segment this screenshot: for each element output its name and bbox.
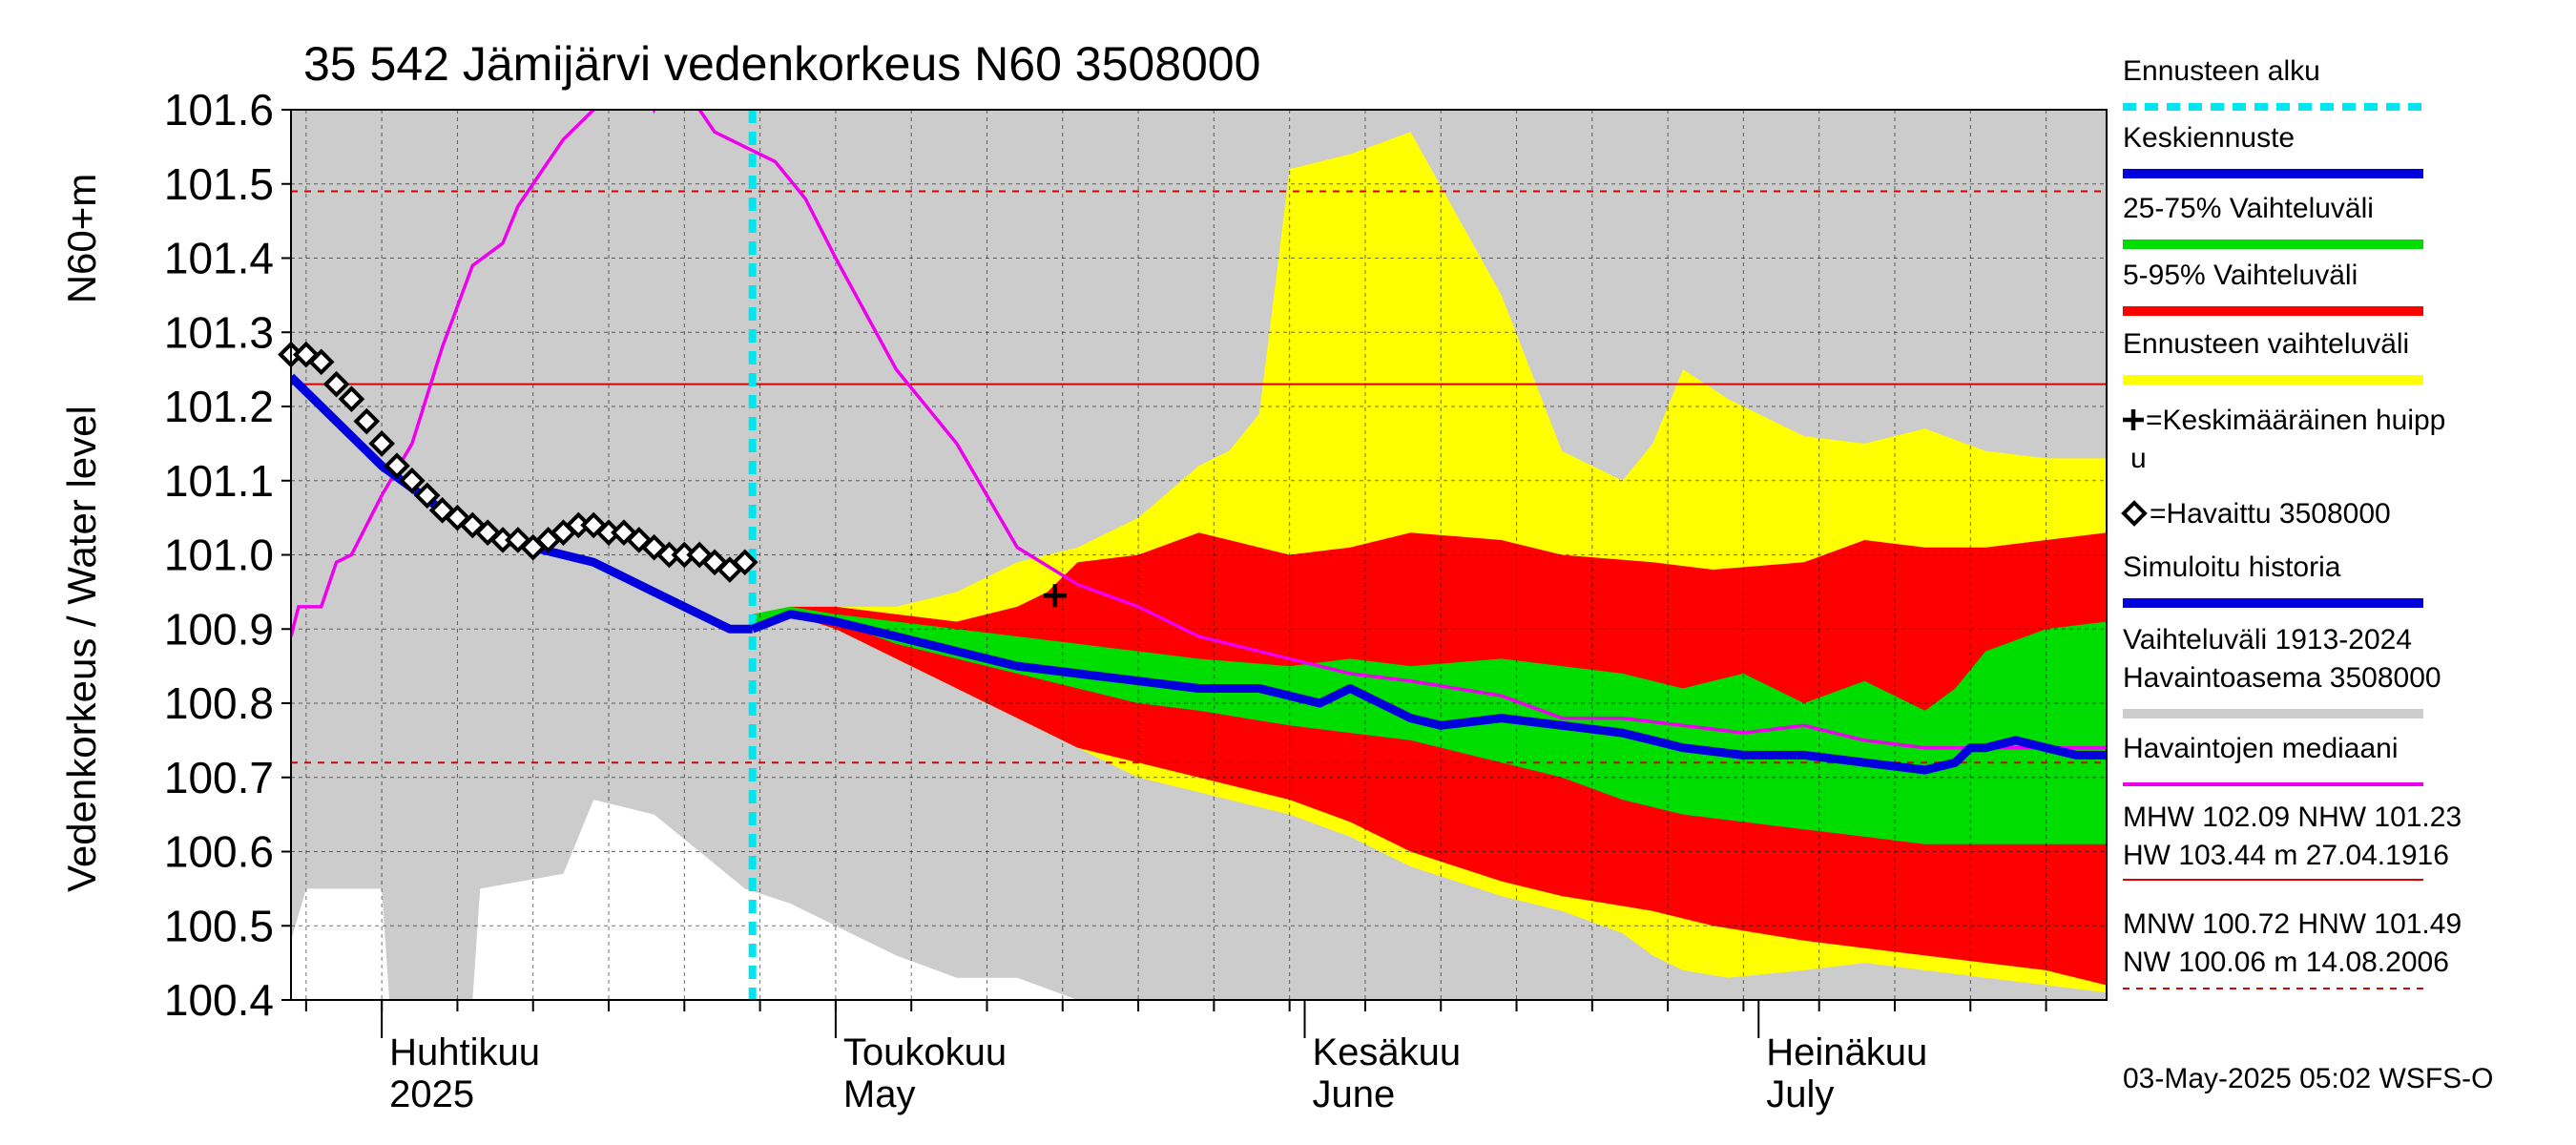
y-tick-label: 101.5 <box>164 159 274 209</box>
y-tick-label: 100.9 <box>164 604 274 654</box>
legend-range-5-95-label: 5-95% Vaihteluväli <box>2123 260 2358 291</box>
observed-point <box>322 370 350 398</box>
stats-line-1: MHW 102.09 NHW 101.23 <box>2123 802 2462 833</box>
legend-observed-label: =Havaittu 3508000 <box>2150 498 2391 530</box>
average-peak-marker <box>1043 584 1067 608</box>
x-month-label-en: June <box>1313 1073 1396 1115</box>
observed-point <box>413 482 441 510</box>
x-month-label: Heinäkuu <box>1766 1031 1927 1073</box>
y-tick-label: 101.6 <box>164 85 274 135</box>
y-tick-label: 100.8 <box>164 678 274 728</box>
legend-simulated-label: Simuloitu historia <box>2123 552 2341 583</box>
legend-observed-diamond <box>2121 500 2148 527</box>
legend-range-25-75-label: 25-75% Vaihteluväli <box>2123 193 2374 224</box>
x-month-label-en: July <box>1766 1073 1834 1115</box>
legend-peak-cross <box>2123 409 2144 430</box>
observed-point <box>353 407 381 435</box>
legend-peak-label: =Keskimääräinen huipp <box>2146 405 2445 436</box>
observed-point <box>731 549 758 576</box>
y-tick-label: 101.0 <box>164 531 274 580</box>
chart-title: 35 542 Jämijärvi vedenkorkeus N60 350800… <box>303 37 1260 91</box>
observed-point <box>444 504 471 531</box>
legend-hist-range-label-cont: Havaintoasema 3508000 <box>2123 662 2441 694</box>
y-tick-label: 101.4 <box>164 234 274 283</box>
x-month-label: Kesäkuu <box>1313 1031 1462 1073</box>
y-tick-label: 100.7 <box>164 753 274 802</box>
x-month-label: Toukokuu <box>843 1031 1007 1073</box>
y-axis-label: Vedenkorkeus / Water level <box>59 406 104 892</box>
y-axis-label-unit: N60+m <box>59 174 104 304</box>
y-tick-label: 100.4 <box>164 975 274 1025</box>
observed-point <box>580 511 607 539</box>
legend-median-label: Havaintojen mediaani <box>2123 733 2399 764</box>
observed-point <box>384 452 410 480</box>
x-month-label: Huhtikuu <box>389 1031 540 1073</box>
stats-line-2: HW 103.44 m 27.04.1916 <box>2123 840 2449 871</box>
stats-line-3: MNW 100.72 HNW 101.49 <box>2123 908 2462 940</box>
legend-hist-range-label: Vaihteluväli 1913-2024 <box>2123 624 2412 656</box>
legend-peak-label-cont: u <box>2130 443 2147 474</box>
mean-forecast-line <box>751 610 2107 775</box>
y-tick-label: 101.2 <box>164 382 274 431</box>
observed-point <box>625 527 653 553</box>
legend-forecast-range-label: Ennusteen vaihteluväli <box>2123 328 2409 360</box>
observed-point <box>368 430 395 457</box>
y-tick-label: 101.3 <box>164 307 274 357</box>
legend-forecast-start-label: Ennusteen alku <box>2123 55 2320 87</box>
chart-footer: 03-May-2025 05:02 WSFS-O <box>2123 1063 2494 1094</box>
legend-mean-forecast-label: Keskiennuste <box>2123 122 2295 154</box>
observed-point <box>307 348 335 376</box>
y-tick-label: 101.1 <box>164 456 274 506</box>
observed-point <box>399 467 426 494</box>
median-observations-line <box>291 110 2107 750</box>
stats-line-4: NW 100.06 m 14.08.2006 <box>2123 947 2449 978</box>
x-month-label-en: 2025 <box>389 1073 474 1115</box>
y-tick-label: 100.5 <box>164 901 274 950</box>
x-month-label-en: May <box>843 1073 916 1115</box>
observed-point <box>338 385 365 413</box>
y-tick-label: 100.6 <box>164 827 274 877</box>
